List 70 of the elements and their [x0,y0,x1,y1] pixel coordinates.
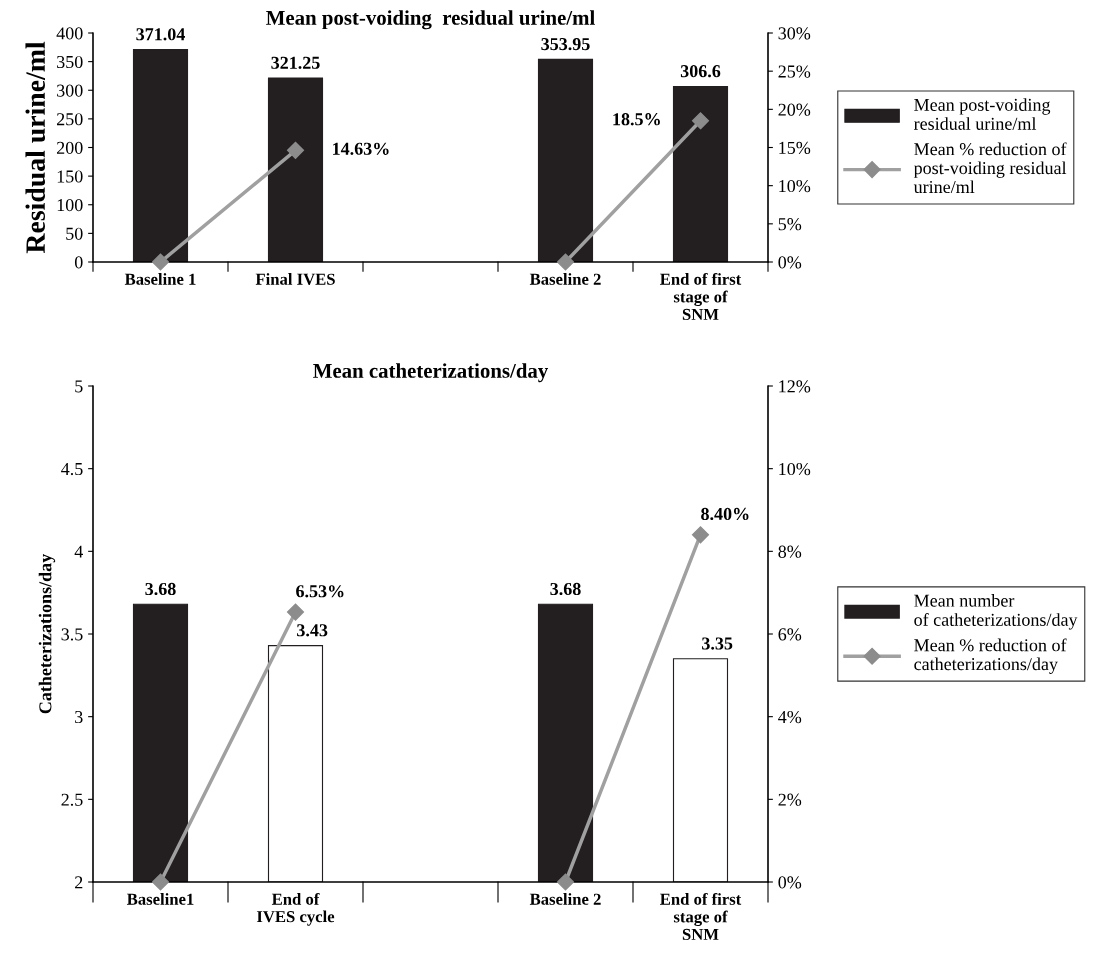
x-tick-label: End of first stage of SNM [660,272,742,321]
y-tick-label: 100 [57,199,83,212]
legend-label: Mean % reduction of post-voiding residual urine/ml [913,142,1067,194]
x-tick-label: Baseline 2 [529,893,601,905]
y-tick-label: 2 [75,876,83,889]
y-tick-label: 300 [57,84,83,97]
data-label: 18.5% [613,113,660,126]
y2-tick-label: 2% [778,793,802,806]
y2-tick-label: 6% [778,628,802,641]
x-tick-label: End of first stage of SNM [660,892,742,941]
y2-tick-label: 4% [778,710,802,724]
y2-tick-label: 8% [778,545,802,558]
point [286,603,305,621]
y2-tick-label: 0% [778,876,802,889]
y-tick-label: 200 [56,141,83,154]
point [691,112,710,130]
data-label: 371.04 [136,28,185,41]
data-label: 353.95 [541,38,590,51]
y-tick-label: 3 [75,710,83,724]
point [556,873,575,891]
point [151,873,170,891]
y-tick-label: 0 [74,256,83,269]
y2-tick-label: 0% [778,256,802,269]
y-tick-label: 400 [56,27,83,40]
y2-tick-label: 10% [779,179,811,193]
legend-label: Mean number of catheterizations/day [914,594,1078,630]
data-label: 3.43 [297,624,328,637]
bar [132,49,189,262]
y2-tick-label: 20% [778,103,811,116]
y-tick-label: 2.5 [61,793,83,806]
data-label: 3.68 [145,582,176,596]
y2-tick-label: 10% [779,462,811,476]
y-tick-label: 250 [56,113,83,126]
point [556,253,575,271]
chart-title: Mean post-voiding residual urine/ml [266,10,595,30]
y2-tick-label: 25% [778,65,811,78]
point [691,526,710,544]
y2-tick-label: 30% [778,27,811,40]
y2-tick-label: 5% [778,218,802,231]
data-label: 3.68 [550,582,581,596]
legend-label: Mean post-voiding residual urine/ml [913,98,1051,130]
bar [537,58,594,262]
point [286,141,305,159]
data-label: 306.6 [680,65,721,78]
x-tick-label: Baseline 2 [529,273,601,285]
y-tick-label: 350 [57,55,83,69]
y2-tick-label: 12% [779,380,811,393]
y-axis-title: Residual urine/ml [25,41,46,254]
y-axis-title: Catheterizations/day [38,553,56,714]
y-tick-label: 4 [74,545,83,558]
data-label: 14.63% [333,142,389,155]
x-tick-label: Final IVES [255,273,335,285]
chart-title: Mean catheterizations/day [313,363,549,383]
y-tick-label: 5 [75,380,83,393]
data-label: 6.53% [296,585,344,598]
bar [267,77,324,262]
data-label: 3.35 [702,637,733,650]
y-tick-label: 150 [57,170,83,183]
y-tick-label: 3.5 [61,628,83,641]
data-label: 8.40% [701,507,749,521]
y-tick-label: 50 [66,227,83,240]
y-tick-label: 4.5 [61,463,83,476]
x-tick-label: Baseline 1 [124,273,196,285]
point [151,253,170,271]
bar [672,85,729,262]
legend-label: Mean % reduction of catheterizations/day [914,638,1067,674]
y2-tick-label: 15% [779,141,811,154]
x-tick-label: End of IVES cycle [256,892,335,926]
x-tick-label: Baseline1 [126,893,194,905]
data-label: 321.25 [271,56,320,69]
